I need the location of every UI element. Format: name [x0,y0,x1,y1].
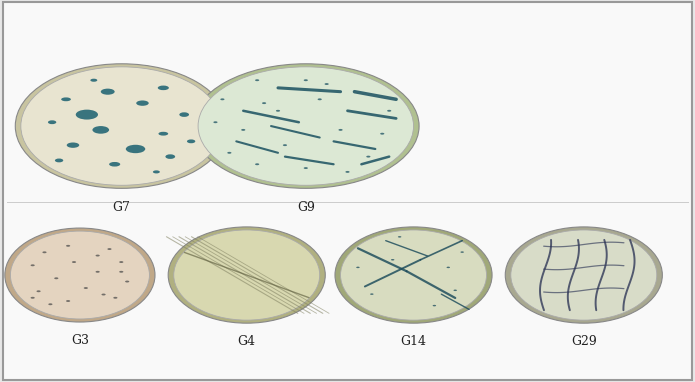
Ellipse shape [101,89,115,95]
Ellipse shape [31,264,35,266]
Ellipse shape [109,162,120,167]
FancyBboxPatch shape [3,2,692,380]
Ellipse shape [391,259,395,261]
Ellipse shape [318,98,322,100]
Ellipse shape [179,112,189,117]
Ellipse shape [304,167,308,169]
Ellipse shape [101,293,106,296]
Ellipse shape [460,251,464,253]
Ellipse shape [432,305,436,306]
Ellipse shape [241,129,245,131]
Ellipse shape [335,227,492,323]
Ellipse shape [67,142,79,148]
Ellipse shape [357,267,360,268]
Ellipse shape [120,261,124,263]
Ellipse shape [370,293,374,295]
Text: G9: G9 [297,201,315,214]
Ellipse shape [345,171,350,173]
Ellipse shape [198,67,414,185]
Ellipse shape [84,287,88,289]
Ellipse shape [55,159,63,162]
Text: G3: G3 [71,334,89,347]
Ellipse shape [158,86,169,90]
Ellipse shape [276,110,280,112]
Ellipse shape [338,129,343,131]
Ellipse shape [66,245,70,247]
Ellipse shape [49,303,53,305]
Ellipse shape [398,236,401,238]
Ellipse shape [42,251,47,253]
Ellipse shape [31,297,35,299]
Ellipse shape [54,277,58,279]
Text: G4: G4 [238,335,256,348]
Ellipse shape [255,163,259,165]
Ellipse shape [366,155,370,157]
Ellipse shape [454,290,457,291]
Ellipse shape [36,290,40,292]
Text: G29: G29 [571,335,597,348]
Ellipse shape [108,248,111,250]
Ellipse shape [96,271,100,273]
Text: G14: G14 [400,335,427,348]
Ellipse shape [92,126,109,134]
Ellipse shape [158,132,168,136]
Ellipse shape [48,120,56,124]
Ellipse shape [341,230,486,320]
Ellipse shape [505,227,662,323]
Ellipse shape [66,300,70,302]
Ellipse shape [227,152,231,154]
Ellipse shape [125,280,129,282]
Ellipse shape [120,271,124,273]
Ellipse shape [283,144,287,146]
Ellipse shape [61,97,71,101]
Ellipse shape [213,121,218,123]
Ellipse shape [325,83,329,85]
Ellipse shape [220,98,224,100]
Text: G7: G7 [113,201,131,214]
Ellipse shape [380,133,384,134]
Ellipse shape [113,297,117,299]
Ellipse shape [96,254,100,257]
Ellipse shape [136,100,149,106]
Ellipse shape [76,110,98,120]
Ellipse shape [165,154,175,159]
Ellipse shape [168,227,325,323]
Ellipse shape [387,110,391,112]
Ellipse shape [72,261,76,263]
Ellipse shape [447,267,450,268]
Ellipse shape [15,64,228,188]
Ellipse shape [5,228,155,322]
Ellipse shape [10,231,149,319]
Ellipse shape [262,102,266,104]
Ellipse shape [304,79,308,81]
Ellipse shape [126,145,145,153]
Ellipse shape [153,170,160,173]
Ellipse shape [174,230,320,320]
Ellipse shape [255,79,259,81]
Ellipse shape [193,64,419,188]
Ellipse shape [21,67,222,185]
Ellipse shape [511,230,657,320]
Ellipse shape [90,79,97,82]
Ellipse shape [187,139,195,143]
